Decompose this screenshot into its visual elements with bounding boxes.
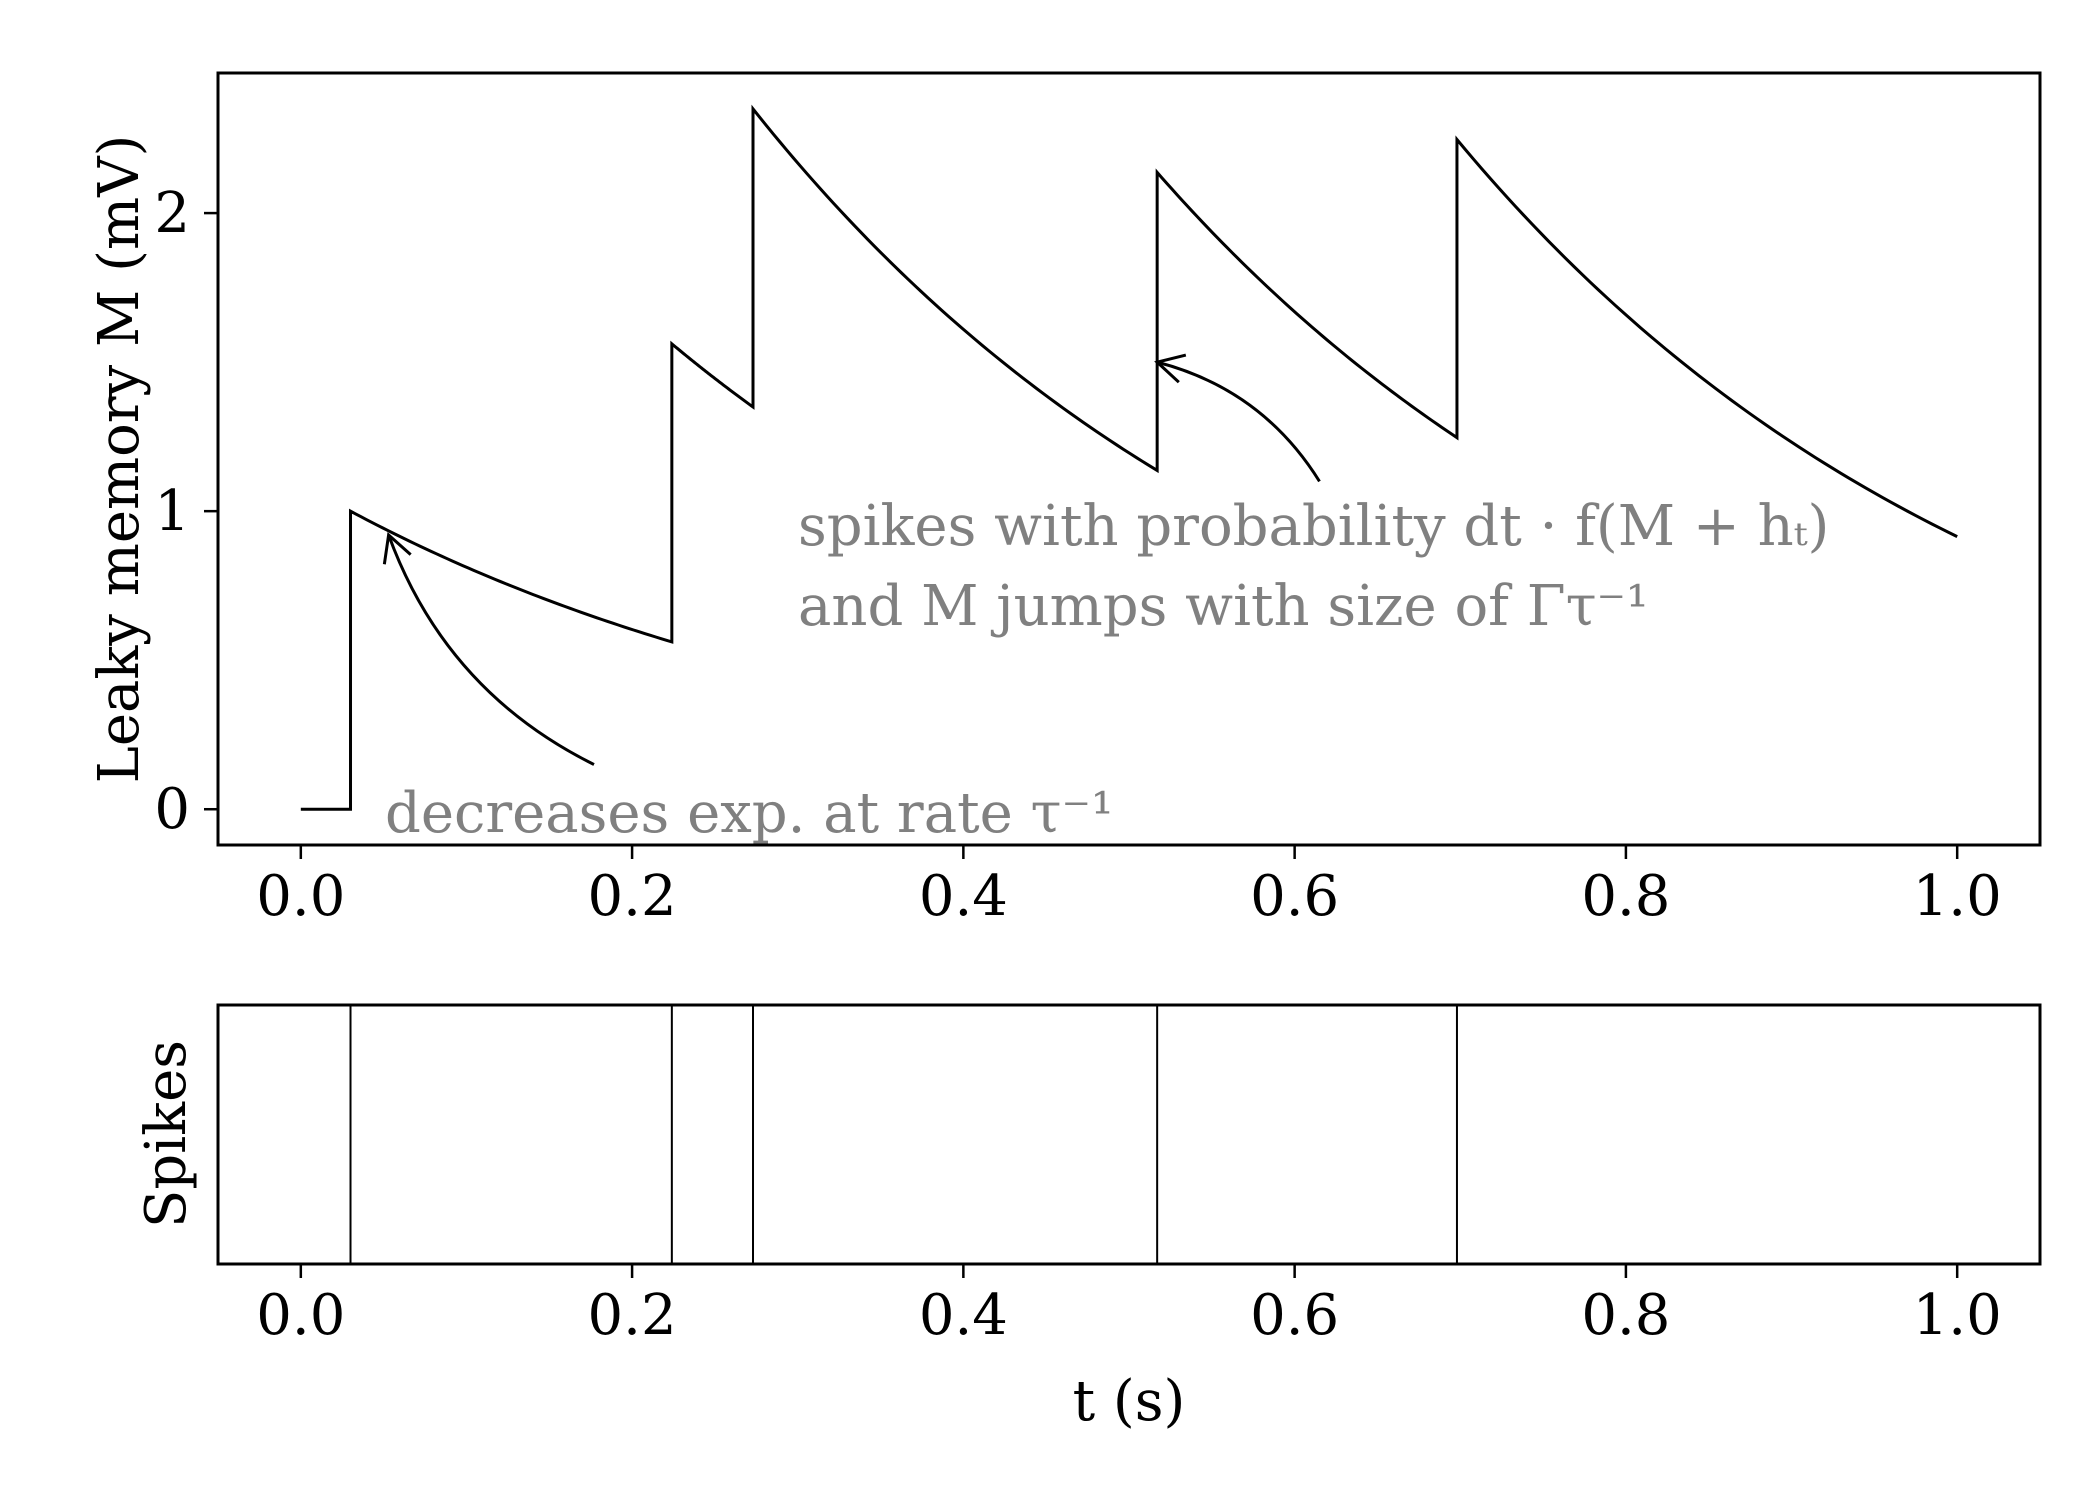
decay-annotation-text: decreases exp. at rate τ⁻¹ [385,781,1114,846]
memory-plot-x-ticks: 0.0 0.2 0.4 0.6 0.8 1.0 [256,845,2002,929]
spike-raster-x-tick-label: 0.8 [1581,1283,1670,1348]
memory-plot-y-tick-label: 0 [154,777,190,842]
memory-plot-x-tick-label: 0.6 [1250,864,1339,929]
memory-plot-x-tick-label: 0.8 [1581,864,1670,929]
memory-trace-line [300,104,1958,811]
spike-annotation-arrowhead [1154,353,1187,384]
spike-raster-x-tick-label: 0.0 [256,1283,345,1348]
memory-plot-x-tick-label: 1.0 [1913,864,2002,929]
memory-plot-frame [216,71,2042,847]
memory-plot-x-tick-label: 0.2 [588,864,677,929]
spike-event-lines [349,1005,1458,1264]
decay-annotation-arrowhead [382,532,412,565]
spike-raster-frame [216,1003,2042,1266]
memory-plot: 0.0 0.2 0.4 0.6 0.8 1.0 0 1 2 Leaky memory M (m… [87,71,2042,929]
spike-annotation-line-2: and M jumps with size of Γτ⁻¹ [798,574,1649,639]
memory-plot-y-tick-label: 1 [154,479,190,544]
spike-raster-x-tick-label: 0.2 [588,1283,677,1348]
spike-raster-x-tick-label: 0.6 [1250,1283,1339,1348]
spike-raster-x-tick-label: 1.0 [1913,1283,2002,1348]
memory-plot-y-ticks: 0 1 2 [154,181,218,842]
memory-plot-y-tick-label: 2 [154,181,190,246]
spike-raster-x-label: t (s) [1073,1369,1186,1434]
memory-plot-y-label: Leaky memory M (mV) [87,135,152,784]
spike-raster-x-tick-label: 0.4 [919,1283,1008,1348]
spike-annotation-line-1: spikes with probability dt · f(M + hₜ) [798,494,1829,559]
decay-annotation-arrow [387,534,595,766]
spike-raster-y-label: Spikes [134,1040,199,1228]
spike-raster-x-ticks: 0.0 0.2 0.4 0.6 0.8 1.0 [256,1264,2002,1348]
memory-plot-x-tick-label: 0.0 [256,864,345,929]
spike-annotation-arrow [1156,360,1321,483]
memory-plot-x-tick-label: 0.4 [919,864,1008,929]
spike-raster: 0.0 0.2 0.4 0.6 0.8 1.0 Spikes t (s) [134,1003,2042,1434]
